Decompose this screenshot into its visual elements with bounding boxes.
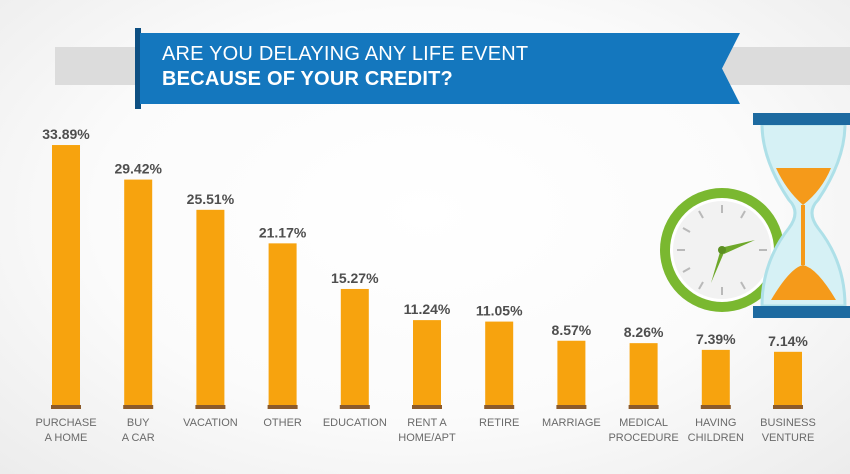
bar-10: [774, 351, 802, 407]
bar-base-5: [412, 405, 442, 409]
category-label-0-0: PURCHASE: [35, 417, 96, 429]
category-label-8-1: PROCEDURE: [608, 432, 678, 444]
value-label-0: 33.89%: [42, 126, 90, 142]
category-label-8-0: MEDICAL: [619, 417, 668, 429]
value-label-4: 15.27%: [331, 270, 379, 286]
bars-layer: 33.89% PURCHASE A HOME 29.42% BUY A CAR 25.51%…: [35, 126, 815, 444]
category-label-10-0: BUSINESS: [760, 417, 816, 429]
category-label-3-0: OTHER: [263, 417, 302, 429]
category-label-9-0: HAVING: [695, 417, 736, 429]
category-label-10-1: VENTURE: [762, 432, 815, 444]
category-label-1-0: BUY: [127, 417, 150, 429]
title-banner-edge: [135, 28, 141, 109]
category-label-5-1: HOME/APT: [398, 432, 456, 444]
bar-base-3: [267, 405, 298, 409]
value-label-8: 8.26%: [624, 324, 664, 340]
hourglass-icon: [753, 113, 850, 318]
value-label-1: 29.42%: [114, 161, 162, 177]
category-label-9-1: CHILDREN: [688, 432, 744, 444]
value-label-9: 7.39%: [696, 331, 736, 347]
category-label-5-0: RENT A: [407, 417, 447, 429]
bar-1: [124, 179, 153, 407]
value-label-7: 8.57%: [552, 322, 592, 338]
bar-9: [701, 349, 730, 407]
category-label-1-1: A CAR: [122, 432, 155, 444]
title-banner: [140, 33, 740, 104]
category-label-7-0: MARRIAGE: [542, 417, 601, 429]
bar-0: [52, 145, 80, 407]
category-label-0-1: A HOME: [45, 432, 88, 444]
clock-icon: [660, 188, 784, 312]
value-label-6: 11.05%: [476, 303, 523, 319]
bar-8: [629, 343, 658, 407]
bar-base-8: [628, 405, 659, 409]
bar-3: [268, 243, 297, 407]
bar-base-7: [556, 405, 587, 409]
bar-4: [340, 288, 369, 407]
category-label-2-0: VACATION: [183, 417, 238, 429]
bar-base-10: [773, 405, 803, 409]
bar-5: [413, 320, 441, 407]
bar-base-4: [339, 405, 370, 409]
chart-title-line-1: ARE YOU DELAYING ANY LIFE EVENT: [162, 43, 529, 65]
value-label-5: 11.24%: [404, 301, 451, 317]
value-label-10: 7.14%: [768, 333, 808, 349]
bar-7: [557, 340, 586, 407]
bar-6: [485, 321, 514, 407]
bar-base-6: [484, 405, 515, 409]
value-label-3: 21.17%: [259, 224, 307, 240]
bar-base-9: [700, 405, 731, 409]
bar-base-0: [51, 405, 81, 409]
bar-base-1: [123, 405, 154, 409]
chart-title-line-2: BECAUSE OF YOUR CREDIT?: [162, 68, 453, 90]
category-label-4-0: EDUCATION: [323, 417, 387, 429]
bar-base-2: [195, 405, 226, 409]
value-label-2: 25.51%: [187, 191, 235, 207]
bar-2: [196, 209, 225, 407]
category-label-6-0: RETIRE: [479, 417, 519, 429]
